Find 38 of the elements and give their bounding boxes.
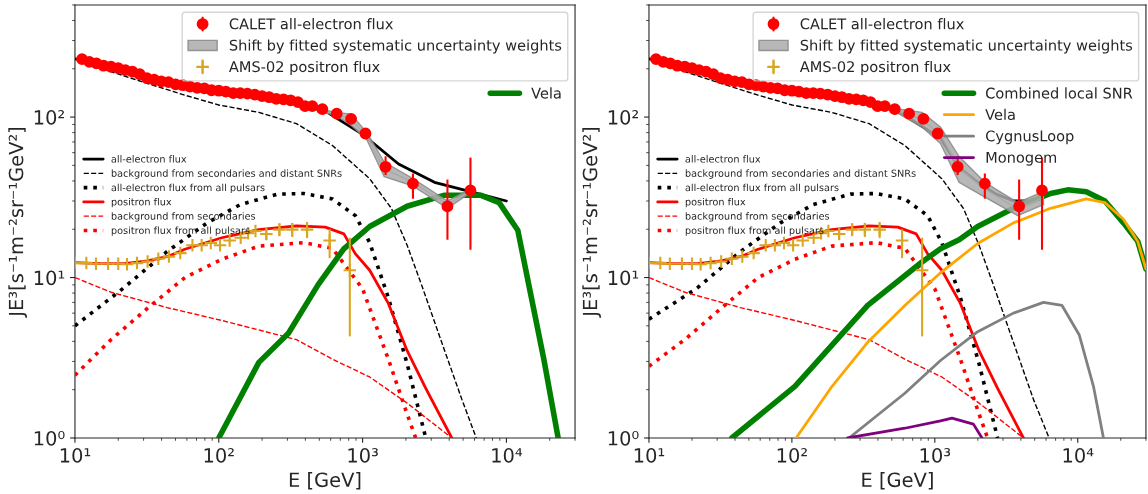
legend-label: all-electron flux <box>685 155 761 163</box>
legend-label: AMS-02 positron flux <box>799 60 951 75</box>
x-tick-label: 10² <box>777 448 807 463</box>
x-tick-label: 10³ <box>920 448 951 463</box>
x-axis-title: E [GeV] <box>289 472 361 490</box>
legend-label: CALET all-electron flux <box>229 18 393 30</box>
y-tick-label: 10¹ <box>608 270 639 286</box>
legend-label: Monogem <box>986 152 1057 166</box>
x-tick-label: 10¹ <box>634 448 665 463</box>
legend-label: Shift by fitted systematic uncertainty weights <box>229 39 562 54</box>
y-axis-title: JE³[s⁻¹m⁻²sr⁻¹GeV²] <box>582 127 601 318</box>
legend-label: Vela <box>985 108 1015 121</box>
legend-label: background from secondaries <box>111 212 256 222</box>
x-axis-title: E [GeV] <box>862 472 933 490</box>
legend-label: positron flux <box>685 197 746 208</box>
legend-label: background from secondaries and distant SNRs <box>111 169 342 179</box>
legend-label: background from secondaries and distant SNRs <box>685 169 916 179</box>
y-tick-label: 10⁰ <box>608 430 639 446</box>
legend-label: Shift by fitted systematic uncertainty weights <box>800 39 1133 54</box>
legend-label: CygnusLoop <box>985 130 1074 145</box>
legend-label: all-electron flux from all pulsars <box>111 183 265 194</box>
legend-label: positron flux <box>111 197 172 208</box>
legend-label: Combined local SNR <box>985 87 1133 99</box>
x-tick-label: 10⁴ <box>492 448 523 463</box>
y-axis-title: JE³[s⁻¹m⁻²sr⁻¹GeV²] <box>8 127 27 318</box>
y-tick-label: 10⁰ <box>34 430 65 446</box>
legend-label: Vela <box>531 87 561 99</box>
legend-label: all-electron flux <box>111 155 187 163</box>
legend-label: all-electron flux from all pulsars <box>685 183 839 194</box>
x-tick-label: 10⁴ <box>1063 448 1094 463</box>
y-tick-label: 10² <box>608 110 639 125</box>
y-tick-label: 10² <box>34 110 65 125</box>
x-tick-label: 10² <box>204 448 234 463</box>
legend-label: AMS-02 positron flux <box>228 60 380 75</box>
legend-label: CALET all-electron flux <box>800 18 964 30</box>
y-tick-label: 10¹ <box>34 270 65 286</box>
x-tick-label: 10¹ <box>60 448 91 463</box>
x-tick-label: 10³ <box>348 448 378 463</box>
